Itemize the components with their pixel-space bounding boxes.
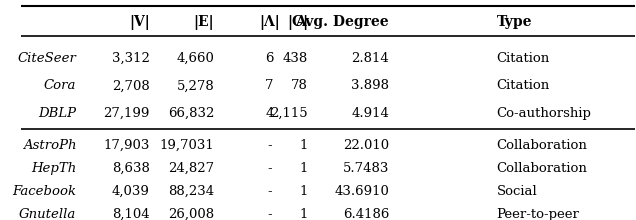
Text: 5,278: 5,278 xyxy=(177,79,214,92)
Text: Facebook: Facebook xyxy=(12,185,76,198)
Text: -: - xyxy=(267,139,272,152)
Text: CiteSeer: CiteSeer xyxy=(17,51,76,64)
Text: 2,708: 2,708 xyxy=(112,79,150,92)
Text: 2,115: 2,115 xyxy=(270,107,308,120)
Text: Citation: Citation xyxy=(497,51,550,64)
Text: |V|: |V| xyxy=(129,15,150,30)
Text: Gnutella: Gnutella xyxy=(19,208,76,220)
Text: 1: 1 xyxy=(300,185,308,198)
Text: 26,008: 26,008 xyxy=(168,208,214,220)
Text: 27,199: 27,199 xyxy=(104,107,150,120)
Text: 6: 6 xyxy=(265,51,273,64)
Text: Citation: Citation xyxy=(497,79,550,92)
Text: Peer-to-peer: Peer-to-peer xyxy=(497,208,579,220)
Text: 8,638: 8,638 xyxy=(112,162,150,175)
Text: 2.814: 2.814 xyxy=(352,51,389,64)
Text: 3.898: 3.898 xyxy=(351,79,389,92)
Text: 6.4186: 6.4186 xyxy=(343,208,389,220)
Text: 4,039: 4,039 xyxy=(112,185,150,198)
Text: -: - xyxy=(267,185,272,198)
Text: -: - xyxy=(267,208,272,220)
Text: 24,827: 24,827 xyxy=(168,162,214,175)
Text: 17,903: 17,903 xyxy=(104,139,150,152)
Text: 4,660: 4,660 xyxy=(176,51,214,64)
Text: 438: 438 xyxy=(283,51,308,64)
Text: Social: Social xyxy=(497,185,537,198)
Text: 43.6910: 43.6910 xyxy=(335,185,389,198)
Text: AstroPh: AstroPh xyxy=(23,139,76,152)
Text: 66,832: 66,832 xyxy=(168,107,214,120)
Text: HepTh: HepTh xyxy=(31,162,76,175)
Text: 22.010: 22.010 xyxy=(343,139,389,152)
Text: Collaboration: Collaboration xyxy=(497,139,588,152)
Text: 1: 1 xyxy=(300,208,308,220)
Text: Cora: Cora xyxy=(44,79,76,92)
Text: -: - xyxy=(267,162,272,175)
Text: |C|: |C| xyxy=(287,15,308,30)
Text: |E|: |E| xyxy=(194,15,214,30)
Text: 3,312: 3,312 xyxy=(112,51,150,64)
Text: 1: 1 xyxy=(300,139,308,152)
Text: Co-authorship: Co-authorship xyxy=(497,107,591,120)
Text: |Λ|: |Λ| xyxy=(259,15,280,30)
Text: DBLP: DBLP xyxy=(38,107,76,120)
Text: 8,104: 8,104 xyxy=(113,208,150,220)
Text: Collaboration: Collaboration xyxy=(497,162,588,175)
Text: 78: 78 xyxy=(291,79,308,92)
Text: 19,7031: 19,7031 xyxy=(160,139,214,152)
Text: 5.7483: 5.7483 xyxy=(343,162,389,175)
Text: 7: 7 xyxy=(265,79,273,92)
Text: Type: Type xyxy=(497,15,532,29)
Text: Avg. Degree: Avg. Degree xyxy=(296,15,389,29)
Text: 1: 1 xyxy=(300,162,308,175)
Text: 4.914: 4.914 xyxy=(351,107,389,120)
Text: 4: 4 xyxy=(265,107,273,120)
Text: 88,234: 88,234 xyxy=(168,185,214,198)
